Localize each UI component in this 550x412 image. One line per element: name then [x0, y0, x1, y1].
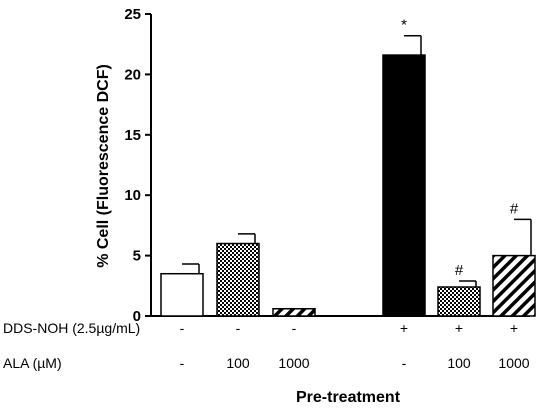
- y-axis-label: % Cell (Fluorescence DCF): [95, 64, 112, 268]
- treatment-value: +: [400, 320, 408, 336]
- bar-group: #: [492, 200, 536, 317]
- y-ticks: 0 5 10 15 20 25: [124, 6, 151, 325]
- treatment-value: +: [510, 320, 518, 336]
- treatment-value: -: [236, 320, 241, 336]
- y-tick-label: 20: [124, 66, 141, 83]
- treatment-value: +: [455, 320, 463, 336]
- bars: * # #: [160, 17, 536, 317]
- bar-group: *: [382, 17, 426, 317]
- bar: [382, 54, 426, 317]
- significance-marker: #: [455, 262, 464, 279]
- bar: [437, 286, 481, 317]
- bar: [216, 242, 260, 317]
- treatment-value: -: [292, 320, 297, 336]
- treatment-value: 1000: [278, 355, 309, 371]
- bar: [160, 272, 204, 317]
- significance-marker: #: [510, 200, 519, 217]
- treatment-value: -: [180, 355, 185, 371]
- bar-group: [216, 233, 260, 317]
- y-tick-label: 0: [133, 308, 141, 325]
- bar-group: [272, 308, 316, 317]
- y-tick-label: 15: [124, 127, 141, 144]
- treatment-rows: DDS-NOH (2.5µg/mL) - - - + + + ALA (µM) - 100 1000…: [3, 320, 530, 371]
- y-tick-label: 5: [133, 248, 141, 265]
- axes: [150, 14, 530, 317]
- treatment-value: -: [402, 355, 407, 371]
- significance-marker: *: [401, 17, 407, 34]
- bar-group: #: [437, 262, 481, 317]
- treatment-value: 100: [447, 355, 471, 371]
- y-tick-label: 25: [124, 6, 141, 23]
- x-axis-label: Pre-treatment: [296, 389, 401, 406]
- treatment-value: -: [180, 320, 185, 336]
- bar: [492, 254, 536, 317]
- bar: [272, 308, 316, 317]
- treatment-value: 100: [226, 355, 250, 371]
- treatment-value: 1000: [498, 355, 529, 371]
- bar-group: [160, 263, 204, 317]
- y-tick-label: 10: [124, 187, 141, 204]
- treatment-row-label: ALA (µM): [3, 355, 62, 371]
- treatment-row-label: DDS-NOH (2.5µg/mL): [3, 320, 140, 336]
